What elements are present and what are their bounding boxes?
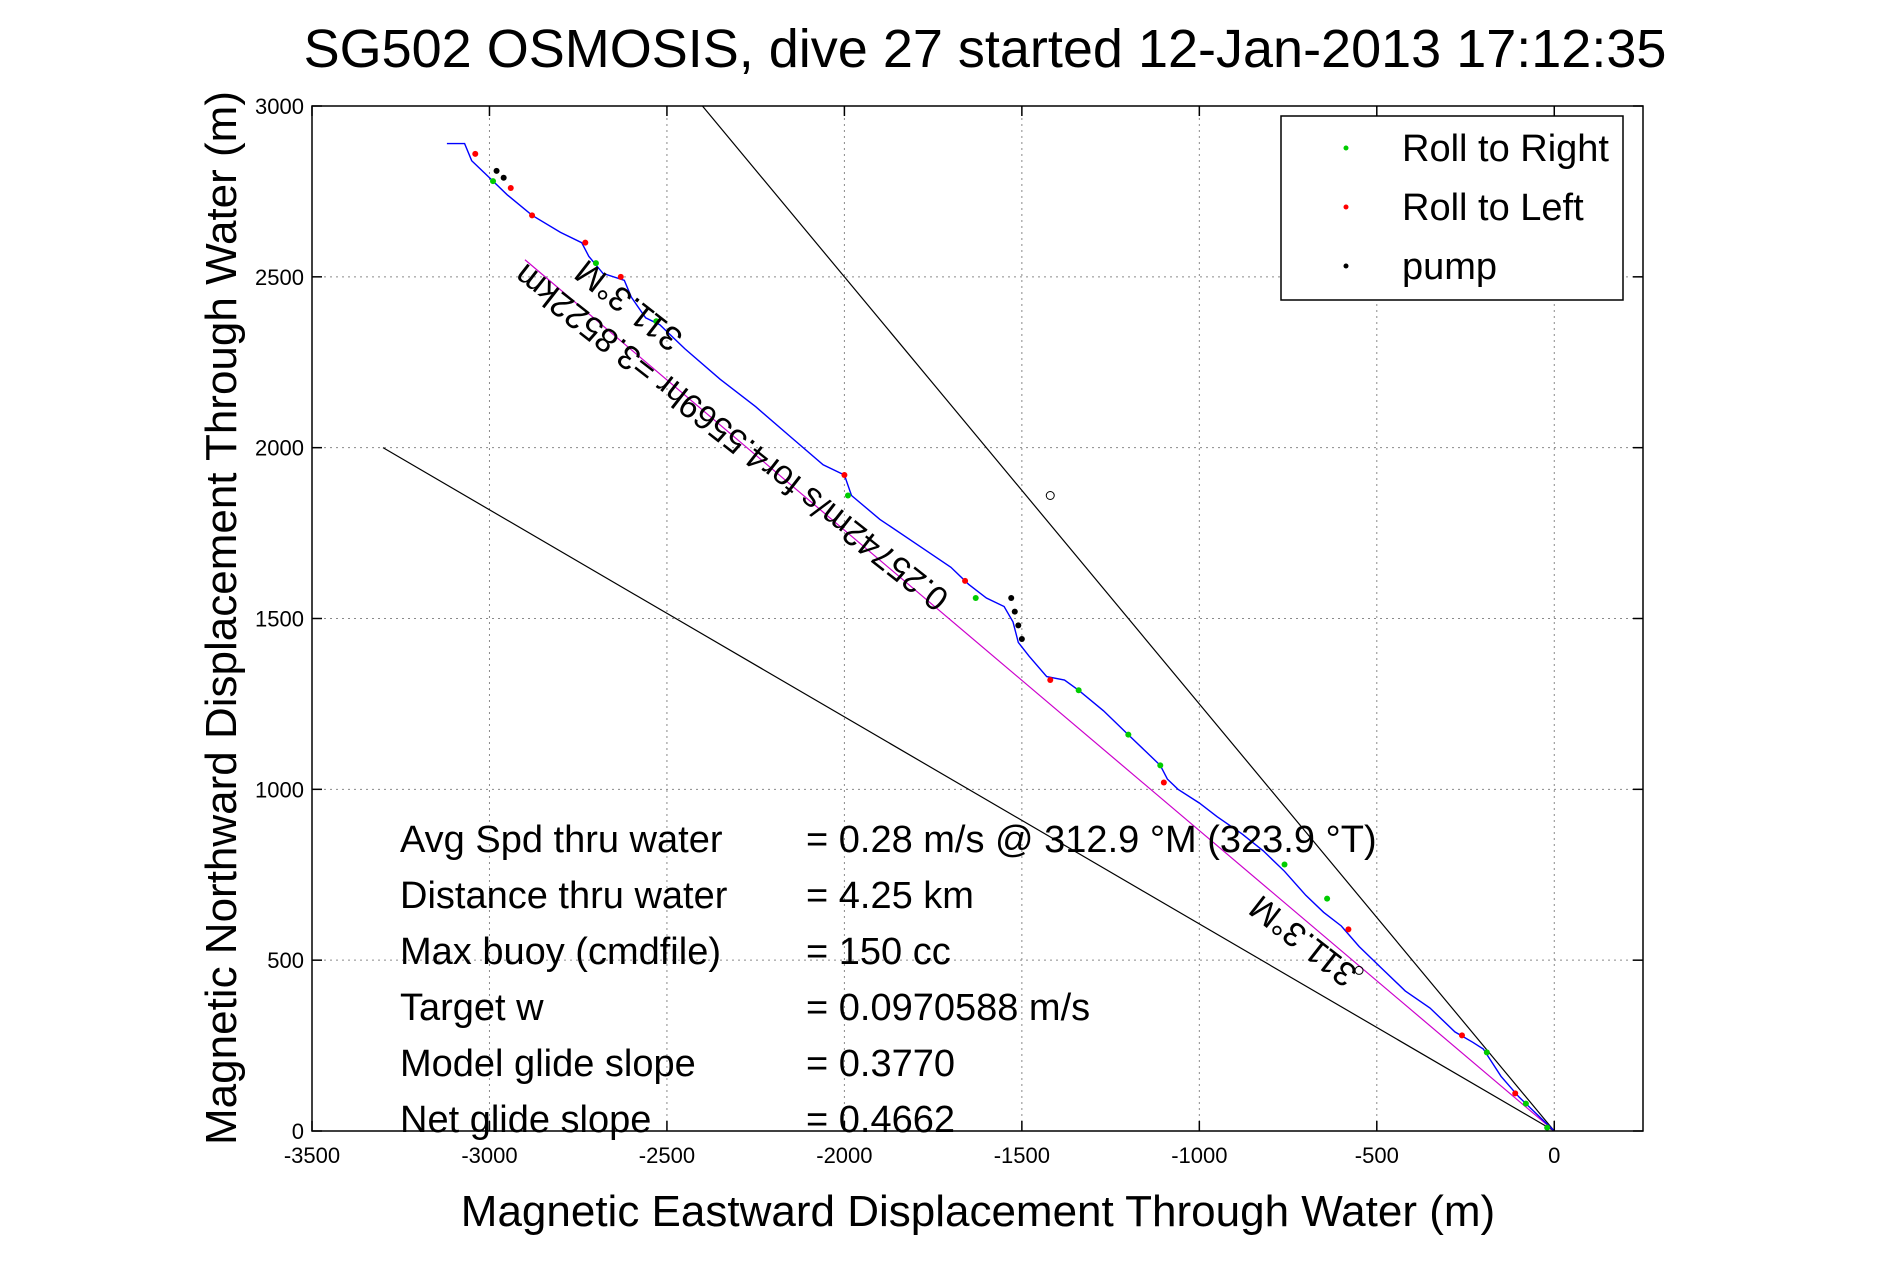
roll-right-point: [1544, 1124, 1551, 1131]
track-line: [446, 142, 1555, 1132]
x-tick-label: -2000: [816, 1143, 872, 1168]
roll-left-point: [1047, 677, 1054, 683]
roll-right-point: [1125, 731, 1132, 738]
legend-label: Roll to Left: [1402, 187, 1584, 229]
stat-value: = 150 cc: [806, 931, 951, 973]
legend-marker: [1343, 204, 1349, 210]
y-tick-label: 0: [292, 1119, 304, 1144]
y-tick-label: 500: [267, 948, 304, 973]
stats-block: Avg Spd thru water = 0.28 m/s @ 312.9 °M …: [400, 819, 1377, 1141]
x-axis-label: Magnetic Eastward Displacement Through W…: [461, 1187, 1495, 1236]
legend-label: Roll to Right: [1402, 128, 1609, 170]
heading-markers: [1045, 491, 1364, 975]
heading-marker: [1045, 491, 1055, 500]
roll-left-point: [1512, 1090, 1519, 1097]
y-tick-labels: 0 500 1000 1500 2000 2500 3000: [255, 94, 304, 1144]
pump-point: [500, 174, 507, 181]
reference-line: [382, 447, 1555, 1132]
pump-point: [1015, 622, 1022, 629]
roll-right-point: [1522, 1100, 1529, 1107]
roll-left-point: [472, 150, 479, 157]
legend-label: pump: [1402, 246, 1497, 288]
x-tick-label: -2500: [639, 1143, 695, 1168]
stat-label: Model glide slope: [400, 1043, 696, 1085]
pump-point: [1008, 595, 1015, 601]
stat-label: Target w: [400, 987, 544, 1029]
stat-value: = 4.25 km: [806, 875, 974, 917]
roll-right-point: [1324, 895, 1331, 902]
y-tick-label: 3000: [255, 94, 304, 119]
stat-label: Max buoy (cmdfile): [400, 931, 721, 973]
roll-right-point: [1075, 687, 1082, 694]
roll-right-point: [844, 492, 851, 499]
y-tick-label: 2500: [255, 265, 304, 290]
reference-line: [524, 259, 1555, 1132]
x-tick-label: -1000: [1171, 1143, 1227, 1168]
roll-and-pump-points: [472, 150, 1551, 1131]
y-tick-label: 1500: [255, 607, 304, 632]
y-tick-label: 2000: [255, 436, 304, 461]
roll-right-point: [972, 595, 979, 601]
y-tick-label: 1000: [255, 777, 304, 802]
axis-ticks: [311, 105, 1643, 1132]
x-tick-label: -500: [1355, 1143, 1399, 1168]
legend-marker: [1343, 145, 1349, 151]
x-tick-label: -3000: [461, 1143, 517, 1168]
stat-value: = 0.28 m/s @ 312.9 °M (323.9 °T): [806, 819, 1377, 861]
roll-left-point: [529, 212, 536, 219]
roll-left-point: [582, 239, 589, 246]
heading-marker: [1354, 965, 1364, 975]
roll-left-point: [962, 577, 969, 584]
stat-label: Avg Spd thru water: [400, 819, 723, 861]
stat-value: = 0.4662: [806, 1099, 955, 1141]
roll-right-point: [490, 178, 497, 185]
x-tick-labels: -3500 -3000 -2500 -2000 -1500 -1000 -500 0: [284, 1143, 1561, 1168]
roll-right-point: [1483, 1049, 1490, 1056]
y-axis-label: Magnetic Northward Displacement Through …: [197, 91, 246, 1145]
chart-title: SG502 OSMOSIS, dive 27 started 12-Jan-20…: [304, 19, 1667, 79]
stat-value: = 0.3770: [806, 1043, 955, 1085]
legend: Roll to Right Roll to Left pump: [1280, 115, 1624, 301]
stat-label: Distance thru water: [400, 875, 728, 917]
roll-left-point: [841, 472, 848, 478]
roll-right-point: [592, 260, 599, 267]
pump-point: [493, 167, 500, 174]
reference-line: [701, 105, 1555, 1132]
legend-box: [1280, 115, 1624, 301]
pump-point: [1011, 608, 1018, 615]
roll-left-point: [507, 185, 514, 191]
roll-left-point: [1345, 926, 1352, 933]
roll-right-point: [653, 318, 660, 325]
glider-track: [446, 142, 1555, 1132]
legend-marker: [1343, 263, 1349, 269]
x-tick-label: -1500: [994, 1143, 1050, 1168]
roll-left-point: [1160, 779, 1167, 786]
roll-right-point: [1281, 861, 1288, 868]
stat-label: Net glide slope: [400, 1099, 651, 1141]
roll-left-point: [617, 273, 624, 280]
roll-left-point: [1458, 1032, 1465, 1039]
pump-point: [1018, 636, 1025, 642]
roll-right-point: [1157, 762, 1164, 769]
reference-lines: [382, 105, 1555, 1132]
x-tick-label: 0: [1548, 1143, 1560, 1168]
x-tick-label: -3500: [284, 1143, 340, 1168]
stat-value: = 0.0970588 m/s: [806, 987, 1090, 1029]
